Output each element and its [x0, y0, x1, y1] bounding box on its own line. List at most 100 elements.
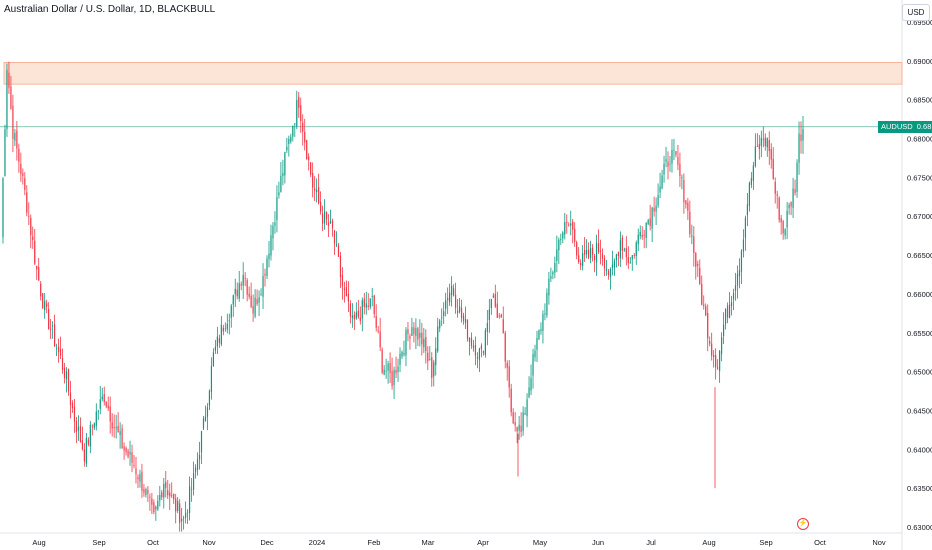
- candle-body: [506, 362, 508, 368]
- candle-body: [613, 260, 616, 268]
- candle-body: [564, 222, 566, 235]
- candle-body: [538, 330, 540, 340]
- candle-body: [143, 489, 145, 493]
- candle-body: [621, 237, 623, 251]
- candle-body: [786, 210, 788, 228]
- candle-body: [365, 303, 367, 308]
- candle-body: [671, 150, 673, 164]
- candle-body: [55, 348, 58, 350]
- candle-body: [145, 489, 147, 495]
- candle-body: [631, 255, 633, 260]
- candle-body: [466, 319, 469, 339]
- candle-body: [135, 468, 137, 475]
- candle-body: [407, 329, 409, 335]
- candle-body: [325, 212, 328, 220]
- candle-body: [139, 474, 141, 482]
- candle-body: [556, 249, 558, 261]
- candle-body: [722, 324, 725, 336]
- candle-body: [159, 494, 161, 501]
- candle-body: [512, 412, 514, 424]
- candle-body: [272, 225, 274, 239]
- x-tick-label: Nov: [872, 538, 886, 547]
- candle-body: [204, 416, 207, 422]
- candle-body: [339, 255, 342, 277]
- candle-body: [635, 242, 637, 257]
- candle-body: [455, 294, 457, 308]
- candle-body: [363, 298, 365, 307]
- candle-body: [153, 502, 155, 513]
- candle-body: [437, 326, 439, 352]
- y-tick-label: 0.63000: [907, 523, 932, 532]
- candle-body: [661, 175, 663, 189]
- candle-body: [192, 473, 195, 490]
- candle-body: [754, 146, 756, 167]
- candle-body: [345, 286, 348, 297]
- candle-body: [591, 247, 594, 255]
- candle-body: [405, 330, 407, 356]
- candle-body: [79, 425, 82, 443]
- candle-body: [687, 202, 689, 211]
- candle-body: [121, 428, 123, 449]
- candle-body: [607, 270, 610, 276]
- candle-body: [401, 351, 403, 357]
- candle-body: [367, 305, 369, 307]
- candle-body: [508, 366, 510, 388]
- candle-body: [764, 137, 766, 146]
- candle-body: [6, 69, 8, 130]
- candle-body: [109, 406, 111, 422]
- candle-body: [500, 314, 502, 318]
- candle-body: [206, 407, 209, 417]
- candle-body: [462, 315, 465, 321]
- candle-body: [655, 205, 657, 212]
- candle-body: [736, 273, 739, 286]
- candle-body: [226, 323, 228, 330]
- currency-button[interactable]: USD: [902, 4, 930, 21]
- candle-body: [32, 236, 34, 241]
- candle-body: [472, 345, 475, 348]
- candle-body: [480, 345, 483, 350]
- candle-body: [760, 137, 762, 147]
- candle-body: [770, 149, 772, 160]
- candle-body: [85, 437, 87, 464]
- candle-body: [780, 218, 782, 223]
- candle-body: [123, 446, 125, 451]
- candle-body: [248, 293, 250, 297]
- candle-body: [171, 495, 173, 497]
- candle-body: [566, 222, 568, 223]
- candle-body: [709, 341, 711, 344]
- candle-body: [151, 498, 153, 505]
- candle-body: [113, 427, 115, 428]
- candle-body: [552, 272, 554, 275]
- candle-body: [71, 403, 74, 408]
- candle-body: [522, 412, 524, 431]
- candle-body: [165, 482, 167, 488]
- candle-body: [8, 72, 10, 88]
- candle-body: [107, 405, 109, 409]
- candle-body: [181, 518, 183, 522]
- lightning-icon[interactable]: ⚡: [797, 518, 809, 530]
- candle-body: [240, 284, 242, 286]
- candle-body: [707, 313, 709, 339]
- candle-body: [190, 488, 193, 490]
- candle-body: [306, 140, 308, 160]
- candle-body: [546, 292, 548, 316]
- candle-body: [294, 123, 296, 125]
- candle-body: [125, 447, 127, 453]
- candle-body: [393, 369, 395, 386]
- candle-body: [800, 134, 802, 142]
- candle-body: [61, 357, 64, 370]
- candle-body: [417, 328, 419, 340]
- candle-body: [657, 195, 659, 206]
- y-tick-label: 0.69000: [907, 57, 932, 66]
- candle-body: [355, 312, 357, 319]
- candle-body: [474, 344, 477, 356]
- candle-body: [570, 223, 572, 226]
- candle-body: [24, 178, 26, 190]
- candle-body: [264, 273, 266, 276]
- x-tick-label: Sep: [759, 538, 772, 547]
- price-tag-value: 0.68152: [916, 122, 932, 131]
- candle-body: [238, 283, 240, 299]
- candle-body: [425, 336, 427, 352]
- candle-body: [282, 172, 284, 177]
